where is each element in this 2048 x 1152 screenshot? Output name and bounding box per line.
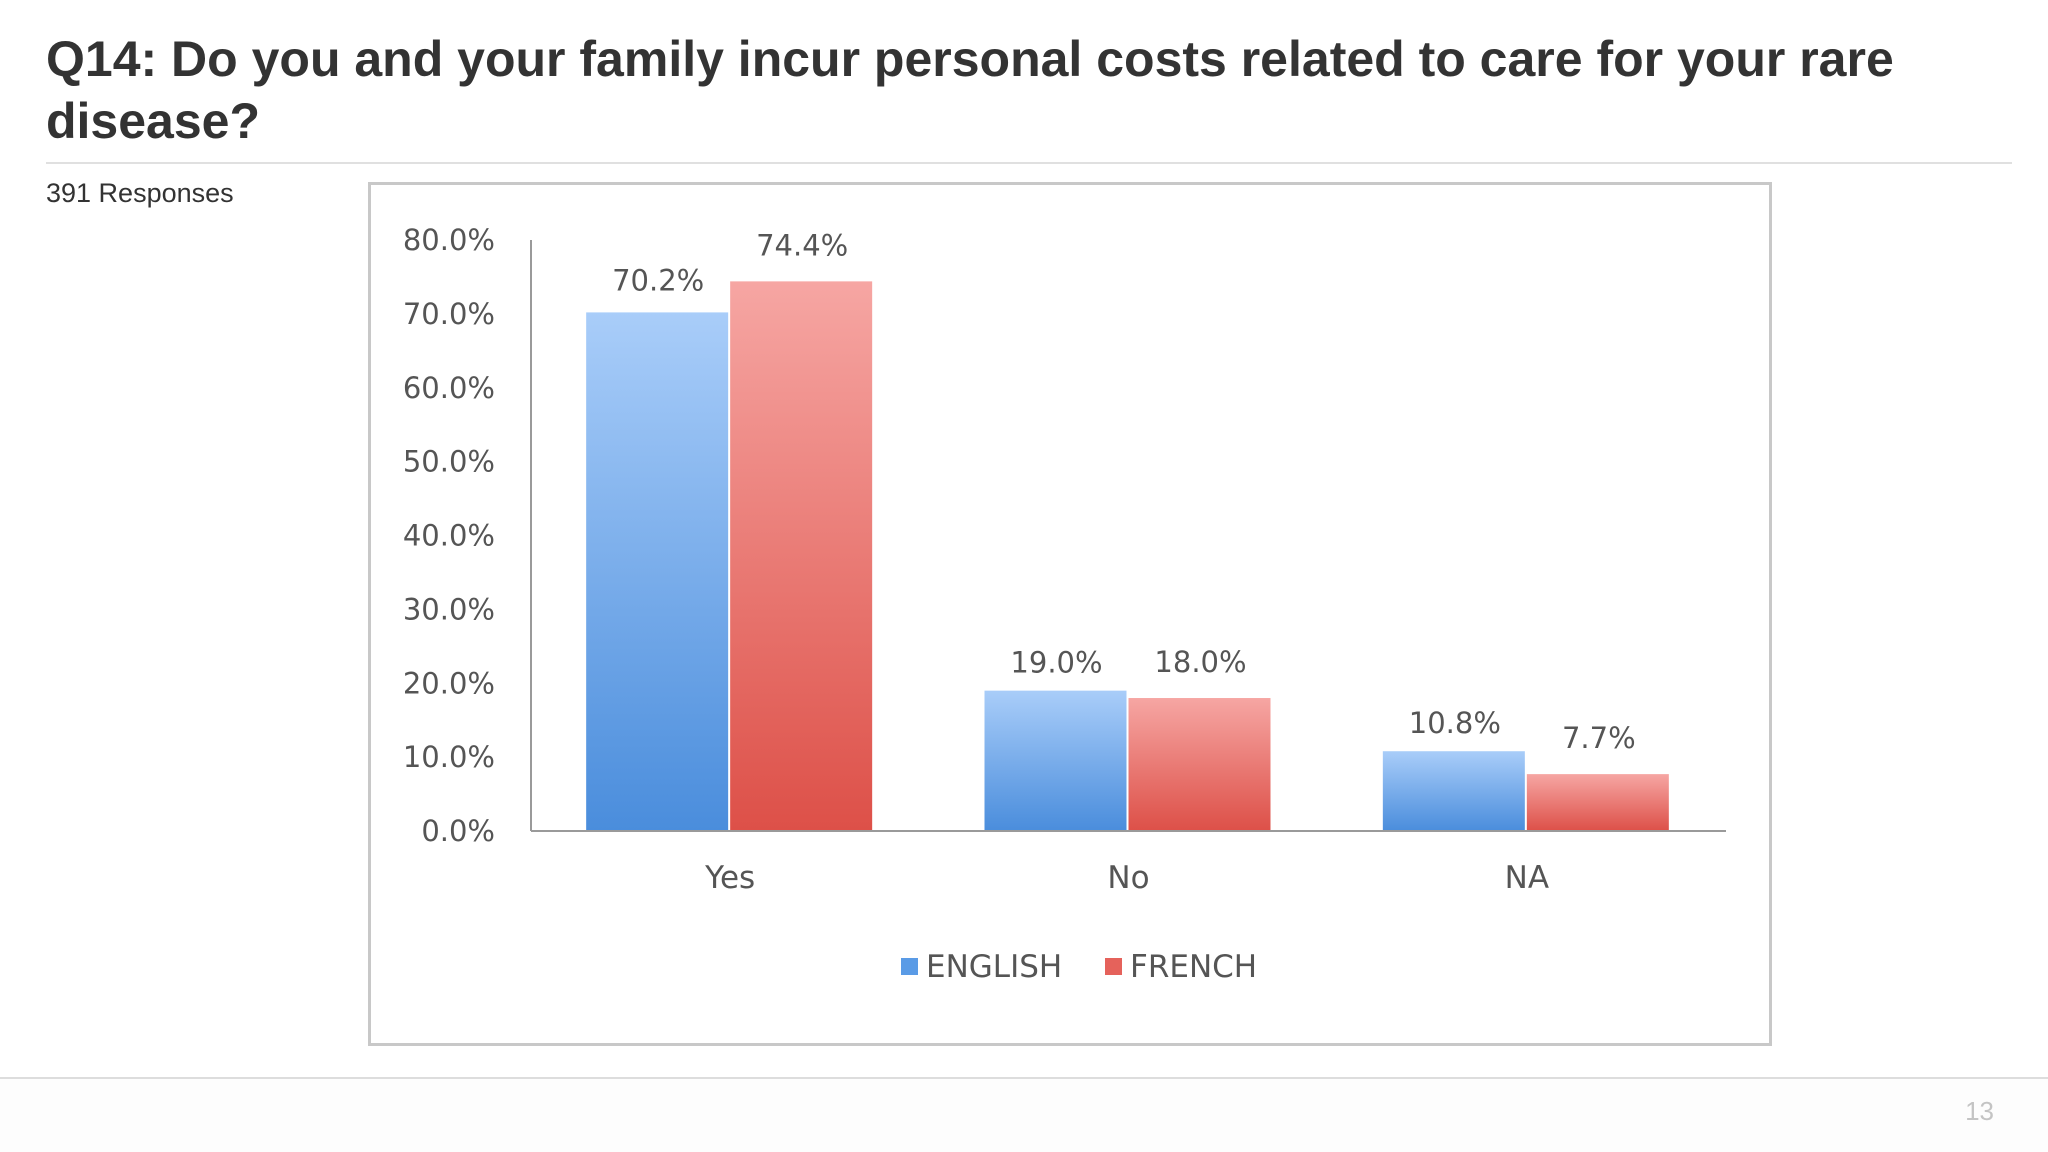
data-label: 7.7%: [1562, 721, 1636, 755]
bar-english-yes: [586, 312, 729, 832]
legend-swatch-english: [901, 958, 918, 975]
data-label: 70.2%: [612, 263, 704, 297]
slide-title: Q14: Do you and your family incur person…: [46, 31, 1894, 149]
y-tick-label: 50.0%: [403, 445, 495, 479]
bars: 70.2% 74.4% 19.0% 18.0% 10.8% 7.7%: [586, 228, 1669, 832]
x-tick-label: No: [1107, 860, 1149, 896]
data-label: 74.4%: [756, 228, 848, 262]
bar-french-yes: [730, 281, 873, 831]
y-tick-label: 70.0%: [403, 297, 495, 331]
responses-count: 391 Responses: [46, 178, 234, 208]
page-number: 13: [1965, 1096, 1994, 1126]
x-tick-label: Yes: [704, 860, 755, 896]
bar-chart: 0.0% 10.0% 20.0% 30.0% 40.0% 50.0% 60.0% 70.0% 8…: [403, 223, 1726, 985]
legend: ENGLISH FRENCH: [901, 949, 1257, 985]
y-axis: 0.0% 10.0% 20.0% 30.0% 40.0% 50.0% 60.0% 70.0% 8…: [403, 223, 532, 848]
y-tick-label: 40.0%: [403, 519, 495, 553]
x-tick-label: NA: [1505, 860, 1549, 896]
data-label: 18.0%: [1154, 645, 1246, 679]
title-divider: [46, 162, 2012, 164]
y-tick-label: 80.0%: [403, 223, 495, 257]
y-tick-label: 20.0%: [403, 666, 495, 700]
chart-frame: 0.0% 10.0% 20.0% 30.0% 40.0% 50.0% 60.0% 70.0% 8…: [368, 182, 1772, 1046]
y-tick-label: 0.0%: [421, 814, 495, 848]
legend-label-english: ENGLISH: [926, 949, 1062, 985]
bar-french-no: [1128, 698, 1271, 831]
bar-english-no: [984, 690, 1127, 831]
bar-french-na: [1526, 774, 1669, 831]
data-label: 19.0%: [1010, 646, 1102, 680]
footer-divider: [0, 1077, 2048, 1079]
footer: [0, 1079, 2048, 1152]
legend-label-french: FRENCH: [1130, 949, 1257, 985]
bar-english-na: [1382, 751, 1525, 831]
legend-swatch-french: [1105, 958, 1122, 975]
x-axis: Yes No NA: [531, 830, 1726, 896]
data-label: 10.8%: [1409, 706, 1501, 740]
y-tick-label: 10.0%: [403, 740, 495, 774]
y-tick-label: 30.0%: [403, 592, 495, 626]
y-tick-label: 60.0%: [403, 371, 495, 405]
